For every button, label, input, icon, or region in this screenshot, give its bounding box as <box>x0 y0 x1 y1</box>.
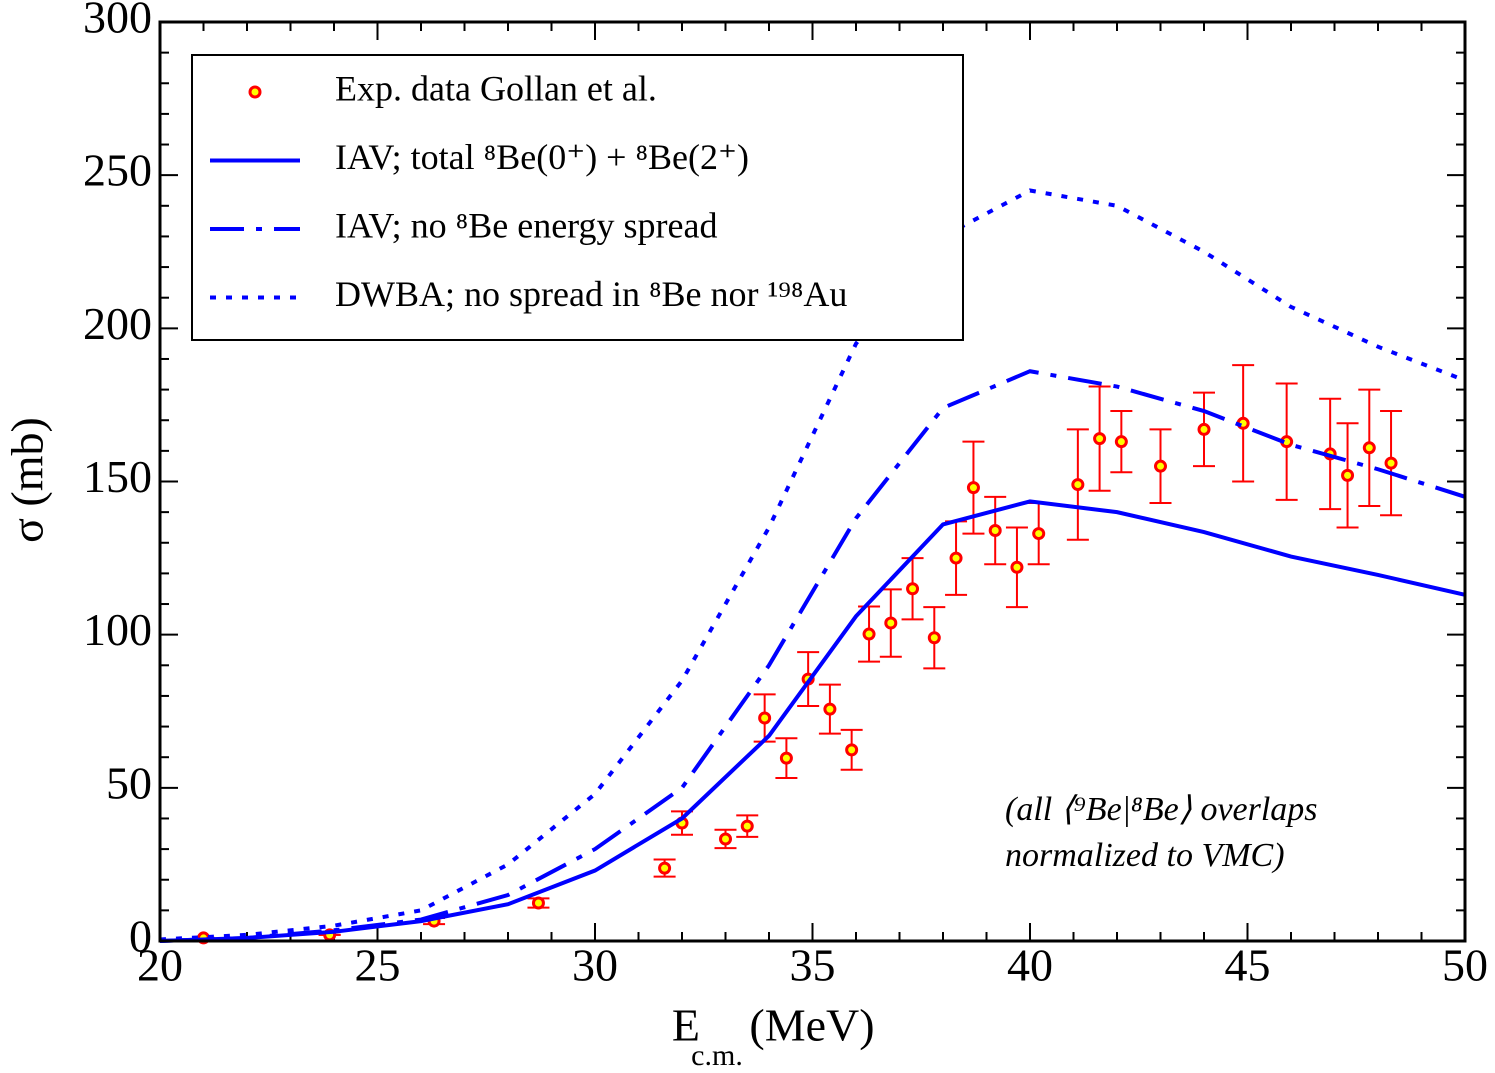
annotation: (all ⟨⁹Be|⁸Be⟩ overlaps <box>1005 791 1318 828</box>
data-point <box>1071 478 1085 492</box>
data-point <box>906 582 920 596</box>
series-line <box>159 499 1466 943</box>
x-tick-label: 50 <box>1442 940 1488 991</box>
legend-label: IAV; total ⁸Be(0⁺) + ⁸Be(2⁺) <box>335 137 749 177</box>
x-label-main: E <box>672 1000 700 1051</box>
data-point <box>988 524 1002 538</box>
data-point <box>949 551 963 565</box>
data-point <box>658 861 672 875</box>
data-point <box>1093 432 1107 446</box>
data-point <box>845 743 859 757</box>
data-point <box>740 819 754 833</box>
legend-label: IAV; no ⁸Be energy spread <box>335 205 717 245</box>
x-tick-label: 35 <box>790 940 836 991</box>
y-tick-label: 200 <box>83 298 152 349</box>
x-label-unit: (MeV) <box>749 1000 874 1051</box>
data-point <box>823 702 837 716</box>
series-line <box>159 369 1466 943</box>
data-point <box>1362 441 1376 455</box>
data-point <box>1010 560 1024 574</box>
legend-marker <box>248 85 262 99</box>
data-point <box>1341 468 1355 482</box>
data-point <box>927 631 941 645</box>
data-point <box>966 481 980 495</box>
legend-box <box>191 54 964 341</box>
legend-label: Exp. data Gollan et al. <box>335 68 657 108</box>
x-tick-label: 20 <box>137 940 183 991</box>
legend-label: DWBA; no spread in ⁸Be nor ¹⁹⁸Au <box>335 274 847 314</box>
annotation: normalized to VMC) <box>1005 837 1285 874</box>
data-point <box>719 832 732 846</box>
y-tick-label: 50 <box>106 757 152 808</box>
y-tick-label: 0 <box>129 911 152 962</box>
data-point <box>758 711 772 725</box>
data-point <box>1114 435 1128 449</box>
data-point <box>1032 527 1046 541</box>
x-tick-label: 40 <box>1007 940 1053 991</box>
data-point <box>1384 456 1398 470</box>
x-tick-label: 45 <box>1225 940 1271 991</box>
data-point <box>1197 422 1211 436</box>
y-tick-label: 100 <box>83 604 152 655</box>
x-tick-label: 25 <box>355 940 401 991</box>
y-label: σ (mb) <box>2 417 53 543</box>
x-tick-label: 30 <box>572 940 618 991</box>
y-tick-label: 250 <box>83 145 152 196</box>
data-point <box>531 896 545 910</box>
plot-frame <box>158 20 1467 943</box>
data-point <box>1154 459 1167 473</box>
y-tick-label: 150 <box>83 451 152 502</box>
y-tick-label: 300 <box>83 0 152 43</box>
data-point <box>779 751 793 765</box>
x-label-subscript: c.m. <box>691 1039 743 1072</box>
data-point <box>884 616 898 630</box>
data-point <box>862 627 876 641</box>
